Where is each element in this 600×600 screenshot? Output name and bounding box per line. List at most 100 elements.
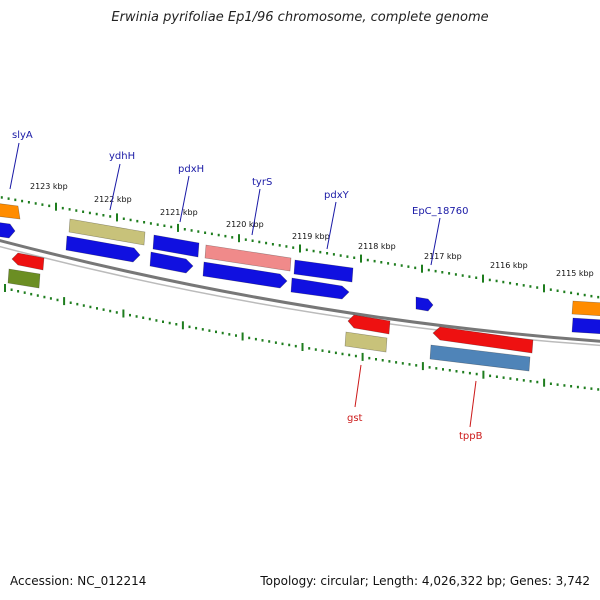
scale-minor-tick <box>368 356 371 360</box>
scale-major-tick <box>543 378 546 387</box>
scale-minor-tick <box>115 311 118 314</box>
scale-minor-tick <box>375 358 377 361</box>
scale-minor-tick <box>400 264 403 267</box>
scale-minor-tick <box>21 199 24 203</box>
tick-label: 2117 kbp <box>424 252 462 261</box>
scale-minor-tick <box>208 329 211 332</box>
scale-minor-tick <box>354 354 357 358</box>
scale-minor-tick <box>292 246 295 249</box>
scale-minor-tick <box>570 291 573 295</box>
scale-minor-tick <box>95 212 98 216</box>
scale-minor-tick <box>142 316 145 319</box>
scale-minor-tick <box>41 203 44 206</box>
tick-label: 2121 kbp <box>160 208 198 217</box>
scale-minor-tick <box>258 240 261 244</box>
scale-minor-tick <box>314 348 317 351</box>
scale-minor-tick <box>570 385 573 388</box>
tick-label: 2120 kbp <box>226 220 264 229</box>
scale-minor-tick <box>563 290 566 294</box>
scale-minor-tick <box>23 291 26 294</box>
scale-minor-tick <box>346 255 349 258</box>
scale-minor-tick <box>339 254 342 257</box>
feature-track-reverse <box>7 252 534 372</box>
scale-minor-tick <box>210 232 213 236</box>
scale-minor-tick <box>221 331 224 335</box>
scale-minor-tick <box>268 340 271 343</box>
scale-minor-tick <box>75 209 78 212</box>
scale-minor-tick <box>244 238 247 241</box>
scale-minor-tick <box>489 374 492 378</box>
gene-feature-orange-right <box>571 300 600 316</box>
leader-line <box>9 142 20 190</box>
scale-minor-tick <box>175 323 178 326</box>
scale-minor-tick <box>294 344 297 348</box>
scale-major-tick <box>543 284 545 293</box>
scale-minor-tick <box>109 309 112 313</box>
scale-minor-tick <box>334 351 337 355</box>
scale-minor-tick <box>43 295 46 299</box>
scale-minor-tick <box>274 341 277 344</box>
scale-minor-tick <box>509 281 512 285</box>
scale-minor-tick <box>556 383 559 386</box>
scale-minor-tick <box>96 307 98 310</box>
scale-minor-tick <box>122 217 125 220</box>
scale-minor-tick <box>201 328 204 331</box>
gene-label-EpC-18760: EpC_18760 <box>412 206 468 217</box>
scale-minor-tick <box>129 218 132 222</box>
scale-minor-tick <box>135 315 138 318</box>
scale-minor-tick <box>197 230 200 233</box>
scale-minor-tick <box>509 377 512 380</box>
scale-minor-tick <box>278 244 281 247</box>
gene-label-slyA: slyA <box>12 130 33 141</box>
scale-major-tick <box>421 362 424 371</box>
scale-minor-tick <box>326 252 329 255</box>
scale-minor-tick <box>265 241 268 245</box>
tick-label: 2115 kbp <box>556 269 594 278</box>
scale-major-tick <box>4 284 6 292</box>
label-leaders <box>9 142 477 428</box>
scale-minor-tick <box>102 308 105 311</box>
scale-minor-tick <box>188 325 191 329</box>
scale-minor-tick <box>522 379 525 382</box>
scale-minor-tick <box>536 380 539 384</box>
scale-minor-tick <box>109 215 112 218</box>
tick-label: 2119 kbp <box>292 232 330 241</box>
scale-minor-tick <box>373 259 376 263</box>
scale-minor-tick <box>61 206 64 210</box>
scale-minor-tick <box>583 293 586 297</box>
scale-minor-tick <box>529 380 532 383</box>
scale-minor-tick <box>388 360 391 363</box>
scale-minor-tick <box>143 221 146 224</box>
scale-minor-tick <box>576 385 579 389</box>
leader-line <box>430 217 441 266</box>
scale-minor-tick <box>215 330 217 334</box>
scale-minor-tick <box>556 289 559 292</box>
scale-minor-tick <box>7 197 10 200</box>
scale-minor-tick <box>428 366 431 369</box>
scale-minor-tick <box>235 334 237 337</box>
scale-minor-tick <box>162 320 164 323</box>
scale-minor-tick <box>319 250 322 254</box>
scale-major-tick <box>55 202 57 211</box>
gene-feature-ydhH <box>68 218 146 246</box>
leader-line <box>251 188 261 236</box>
scale-major-tick <box>360 254 362 263</box>
gene-feature-pdxH <box>152 234 200 258</box>
scale-minor-tick <box>380 261 383 264</box>
scale-minor-tick <box>454 273 457 276</box>
accession-text: Accession: NC_012214 <box>10 574 147 588</box>
scale-minor-tick <box>332 253 335 256</box>
gene-feature-tyrS-arrow <box>202 261 288 289</box>
scale-minor-tick <box>30 292 33 296</box>
scale-minor-tick <box>381 359 384 362</box>
scale-minor-tick <box>341 352 344 356</box>
scale-minor-tick <box>435 367 438 370</box>
scale-minor-tick <box>366 258 369 262</box>
scale-minor-tick <box>251 239 254 242</box>
scale-minor-tick <box>136 219 139 223</box>
scale-minor-tick <box>415 364 418 367</box>
scale-minor-tick <box>190 229 193 232</box>
leader-line <box>469 380 477 428</box>
tick-label: 2116 kbp <box>490 261 528 270</box>
scale-track-lower <box>4 284 600 391</box>
